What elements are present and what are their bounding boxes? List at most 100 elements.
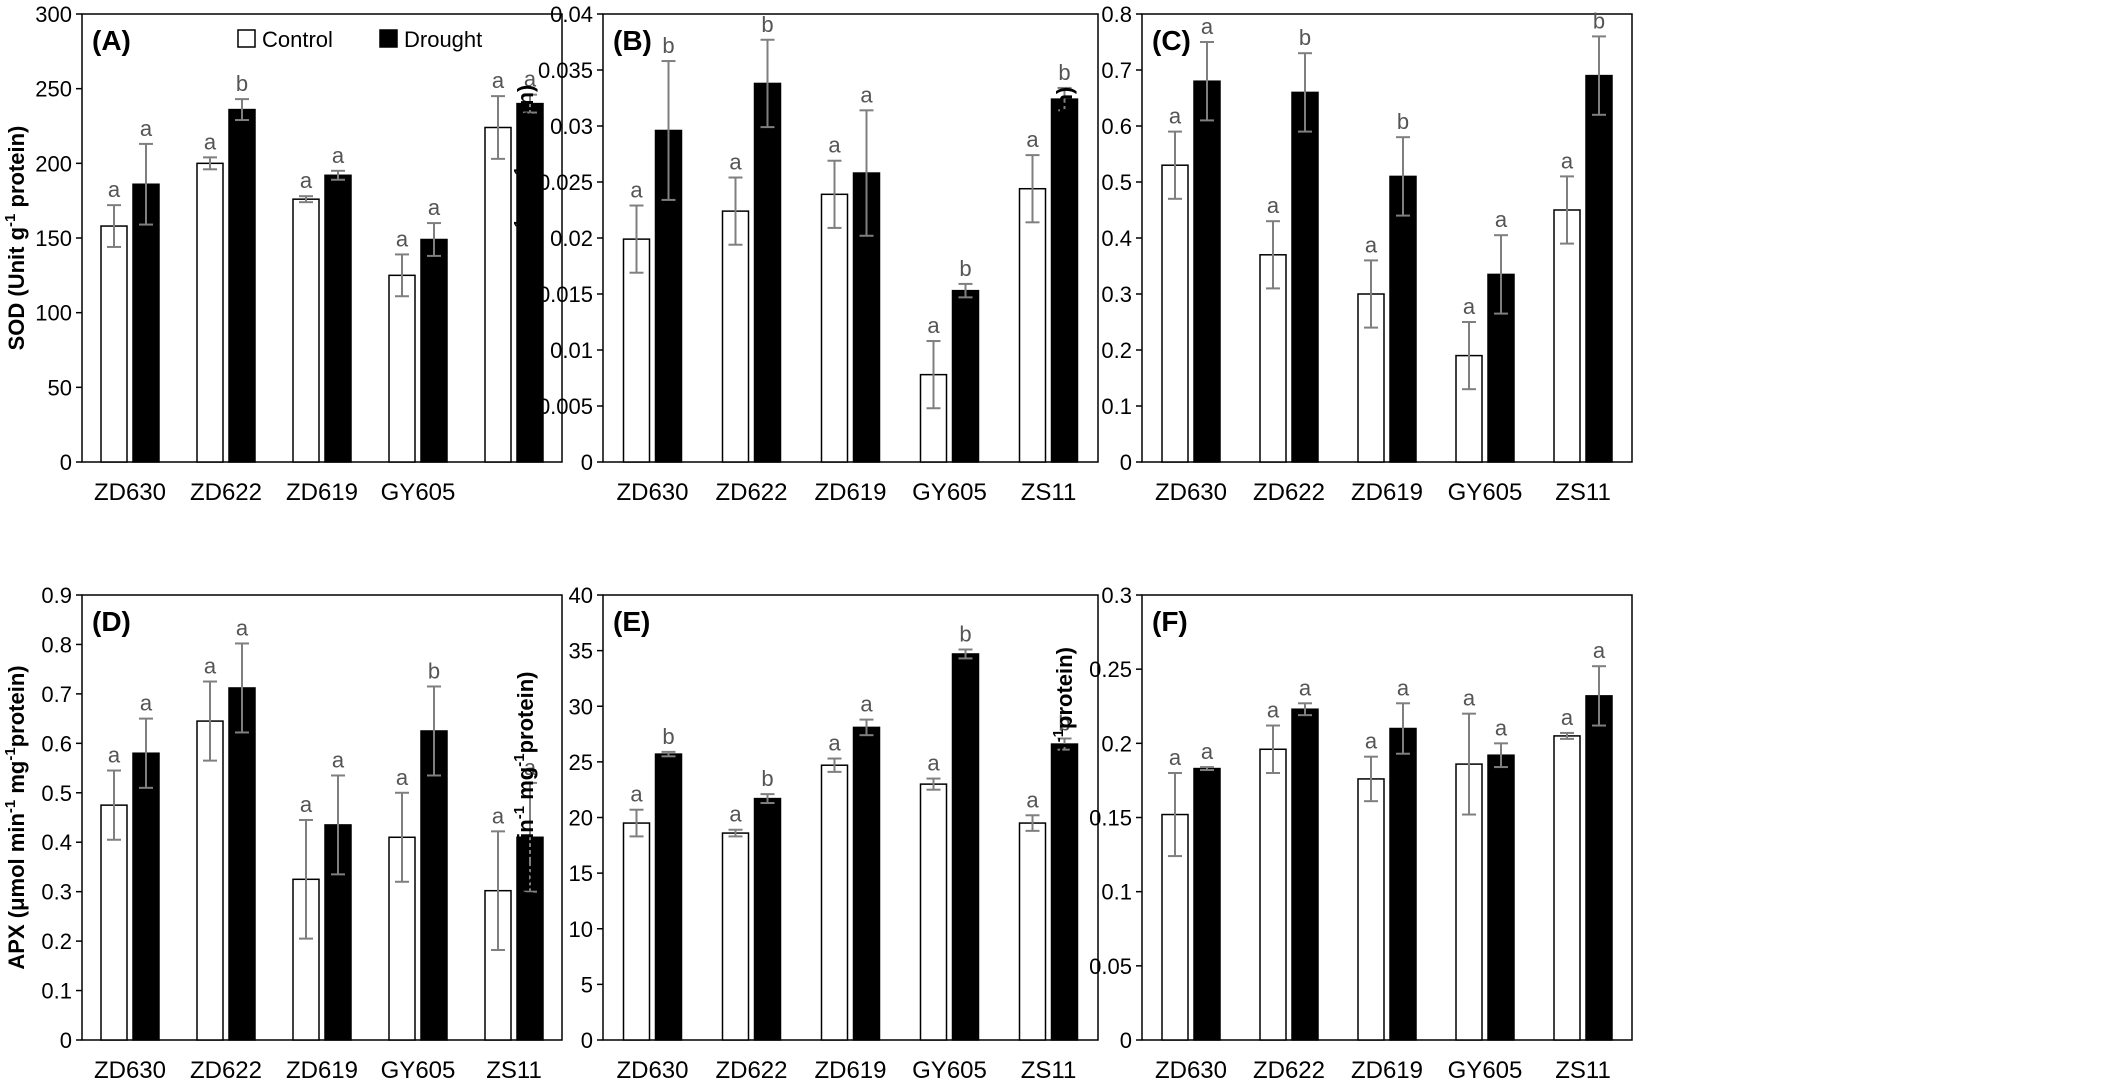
significance-letter: a: [396, 765, 409, 790]
significance-letter: a: [828, 731, 841, 756]
y-axis-label: MDHAR (μmol min-1 mg-1protein): [1050, 647, 1077, 988]
legend-control-swatch: [237, 29, 256, 48]
drought-bar: [654, 753, 683, 1041]
significance-letter: b: [1299, 25, 1311, 50]
significance-letter: a: [1397, 675, 1410, 700]
drought-bar: [951, 289, 980, 463]
control-bar: [1553, 735, 1581, 1041]
drought-bar: [1050, 743, 1079, 1041]
y-tick-label: 0.9: [41, 583, 72, 608]
category-label: GY605: [912, 479, 987, 506]
category-label: GY605: [912, 1057, 987, 1084]
significance-letter: b: [1397, 109, 1409, 134]
chart-panel-2: 0 0.005 0.01 0.015 0.02 0.025 0.03 0.035 0.04 POD…: [511, 2, 1099, 506]
significance-letter: a: [1463, 686, 1476, 711]
y-axis-label: CAT (μmol min-1 mg-1protein): [1050, 87, 1077, 390]
category-label: ZD622: [1253, 479, 1325, 506]
category-label: ZS11: [1021, 479, 1077, 506]
control-bar: [919, 783, 948, 1041]
category-label: ZD622: [715, 479, 787, 506]
significance-letter: a: [108, 743, 121, 768]
control-bar: [721, 832, 750, 1041]
significance-letter: a: [860, 692, 873, 717]
y-tick-label: 0.05: [1089, 954, 1132, 979]
chart-panel-5: 0 5 10 15 20 25 30 35 40 GR (μmol min-1 mg-1prote…: [511, 583, 1099, 1084]
y-tick-label: 200: [35, 151, 72, 176]
drought-bar: [1585, 695, 1613, 1041]
y-axis-label: APX (μmol min-1 mg-1protein): [2, 665, 29, 969]
significance-letter: a: [1267, 698, 1280, 723]
control-bar: [820, 764, 849, 1041]
significance-letter: a: [140, 116, 153, 141]
significance-letter: a: [1561, 705, 1574, 730]
y-tick-label: 5: [581, 972, 593, 997]
control-bar: [484, 126, 512, 463]
y-axis-label: POD (μmol min-1 mg-1protein): [511, 85, 538, 392]
y-tick-label: 0.025: [538, 170, 593, 195]
significance-letter: a: [524, 755, 537, 780]
significance-letter: a: [140, 691, 153, 716]
y-tick-label: 0.3: [1101, 583, 1132, 608]
legend-control-label: Control: [262, 27, 333, 52]
category-label: ZS11: [1021, 1057, 1077, 1084]
y-tick-label: 0.8: [41, 632, 72, 657]
significance-letter: a: [300, 168, 313, 193]
significance-letter: a: [1267, 193, 1280, 218]
significance-letter: a: [1365, 232, 1378, 257]
chart-panel-6: 0 0.05 0.1 0.15 0.2 0.25 0.3 MDHAR (μmol min-1 …: [1050, 583, 1633, 1084]
y-tick-label: 0.8: [1101, 2, 1132, 27]
significance-letter: b: [236, 71, 248, 96]
y-axis-label: GR (μmol min-1 mg-1protein): [511, 672, 538, 964]
control-bar: [1161, 164, 1189, 463]
control-bar: [820, 193, 849, 463]
y-tick-label: 10: [569, 917, 593, 942]
category-label: ZD630: [94, 1057, 166, 1084]
significance-letter: a: [630, 178, 643, 203]
significance-letter: a: [236, 615, 249, 640]
control-bar: [1018, 187, 1047, 463]
category-label: ZD619: [814, 479, 886, 506]
y-tick-label: 50: [48, 375, 72, 400]
significance-letter: b: [662, 33, 674, 58]
control-bar: [1018, 822, 1047, 1041]
y-tick-label: 0.7: [41, 682, 72, 707]
y-tick-label: 0.005: [538, 394, 593, 419]
chart-panel-4: 0 0.1 0.2 0.3 0.4 0.5 0.6 0.7 0.8 0.9 APX (μmol mi…: [2, 583, 563, 1084]
significance-letter: a: [1593, 638, 1606, 663]
significance-letter: a: [729, 802, 742, 827]
y-tick-label: 0.3: [1101, 282, 1132, 307]
significance-letter: a: [1026, 787, 1039, 812]
y-tick-label: 0.03: [550, 114, 593, 139]
control-bar: [622, 238, 651, 463]
y-tick-label: 0.4: [41, 830, 72, 855]
y-tick-label: 150: [35, 226, 72, 251]
chart-panel-3: 0 0.1 0.2 0.3 0.4 0.5 0.6 0.7 0.8 CAT (μmol min-1…: [1050, 2, 1633, 506]
legend-drought-swatch: [379, 29, 398, 48]
significance-letter: a: [524, 67, 537, 92]
y-tick-label: 0.04: [550, 2, 593, 27]
significance-letter: a: [860, 82, 873, 107]
significance-letter: b: [959, 256, 971, 281]
y-tick-label: 0.5: [1101, 170, 1132, 195]
y-tick-label: 0.6: [1101, 114, 1132, 139]
category-label: ZD622: [190, 1057, 262, 1084]
category-label: ZD619: [286, 479, 358, 506]
significance-letter: a: [492, 803, 505, 828]
category-label: ZD622: [715, 1057, 787, 1084]
control-bar: [196, 720, 224, 1041]
y-tick-label: 0.02: [550, 226, 593, 251]
control-bar: [100, 225, 128, 463]
category-label: GY605: [1448, 1057, 1523, 1084]
significance-letter: a: [729, 150, 742, 175]
panel-label: (F): [1152, 606, 1188, 637]
drought-bar: [228, 108, 256, 463]
drought-bar: [1193, 767, 1221, 1041]
significance-letter: a: [332, 143, 345, 168]
y-tick-label: 100: [35, 301, 72, 326]
drought-bar: [1389, 727, 1417, 1041]
y-tick-label: 250: [35, 77, 72, 102]
significance-letter: b: [761, 766, 773, 791]
category-label: ZS11: [486, 1057, 542, 1084]
legend-drought-label: Drought: [404, 27, 482, 52]
y-tick-label: 0.01: [550, 338, 593, 363]
